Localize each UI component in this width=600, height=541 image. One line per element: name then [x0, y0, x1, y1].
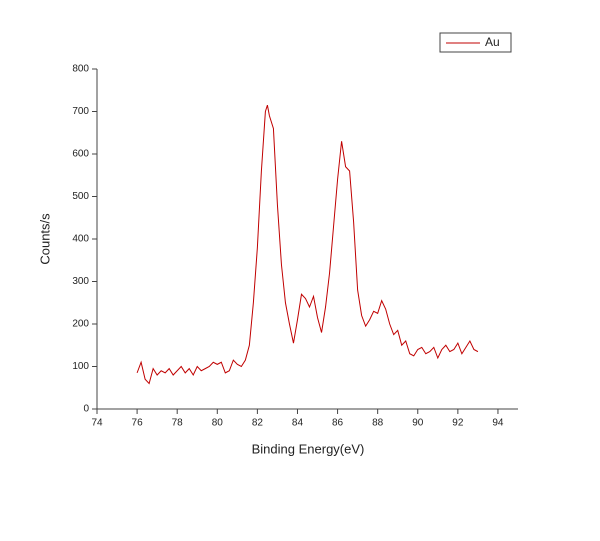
legend-label: Au	[485, 35, 500, 49]
y-tick-label: 700	[72, 106, 89, 117]
x-tick-label: 84	[292, 418, 304, 429]
x-tick-label: 90	[412, 418, 424, 429]
x-tick-label: 94	[492, 418, 504, 429]
x-tick-label: 82	[252, 418, 264, 429]
y-tick-label: 100	[72, 361, 89, 372]
x-tick-label: 74	[91, 418, 103, 429]
x-tick-label: 76	[132, 418, 144, 429]
y-tick-label: 300	[72, 276, 89, 287]
y-tick-label: 800	[72, 64, 89, 75]
x-tick-label: 92	[452, 418, 464, 429]
x-tick-label: 78	[172, 418, 184, 429]
x-tick-label: 86	[332, 418, 344, 429]
x-axis-label: Binding Energy(eV)	[252, 441, 365, 456]
data-line	[136, 104, 479, 385]
y-tick-label: 600	[72, 149, 89, 160]
y-axis-label: Counts/s	[37, 213, 52, 265]
y-tick-label: 500	[72, 191, 89, 202]
x-tick-label: 80	[212, 418, 224, 429]
y-tick-label: 0	[83, 404, 89, 415]
y-tick-label: 400	[72, 234, 89, 245]
x-tick-label: 88	[372, 418, 384, 429]
y-tick-label: 200	[72, 319, 89, 330]
